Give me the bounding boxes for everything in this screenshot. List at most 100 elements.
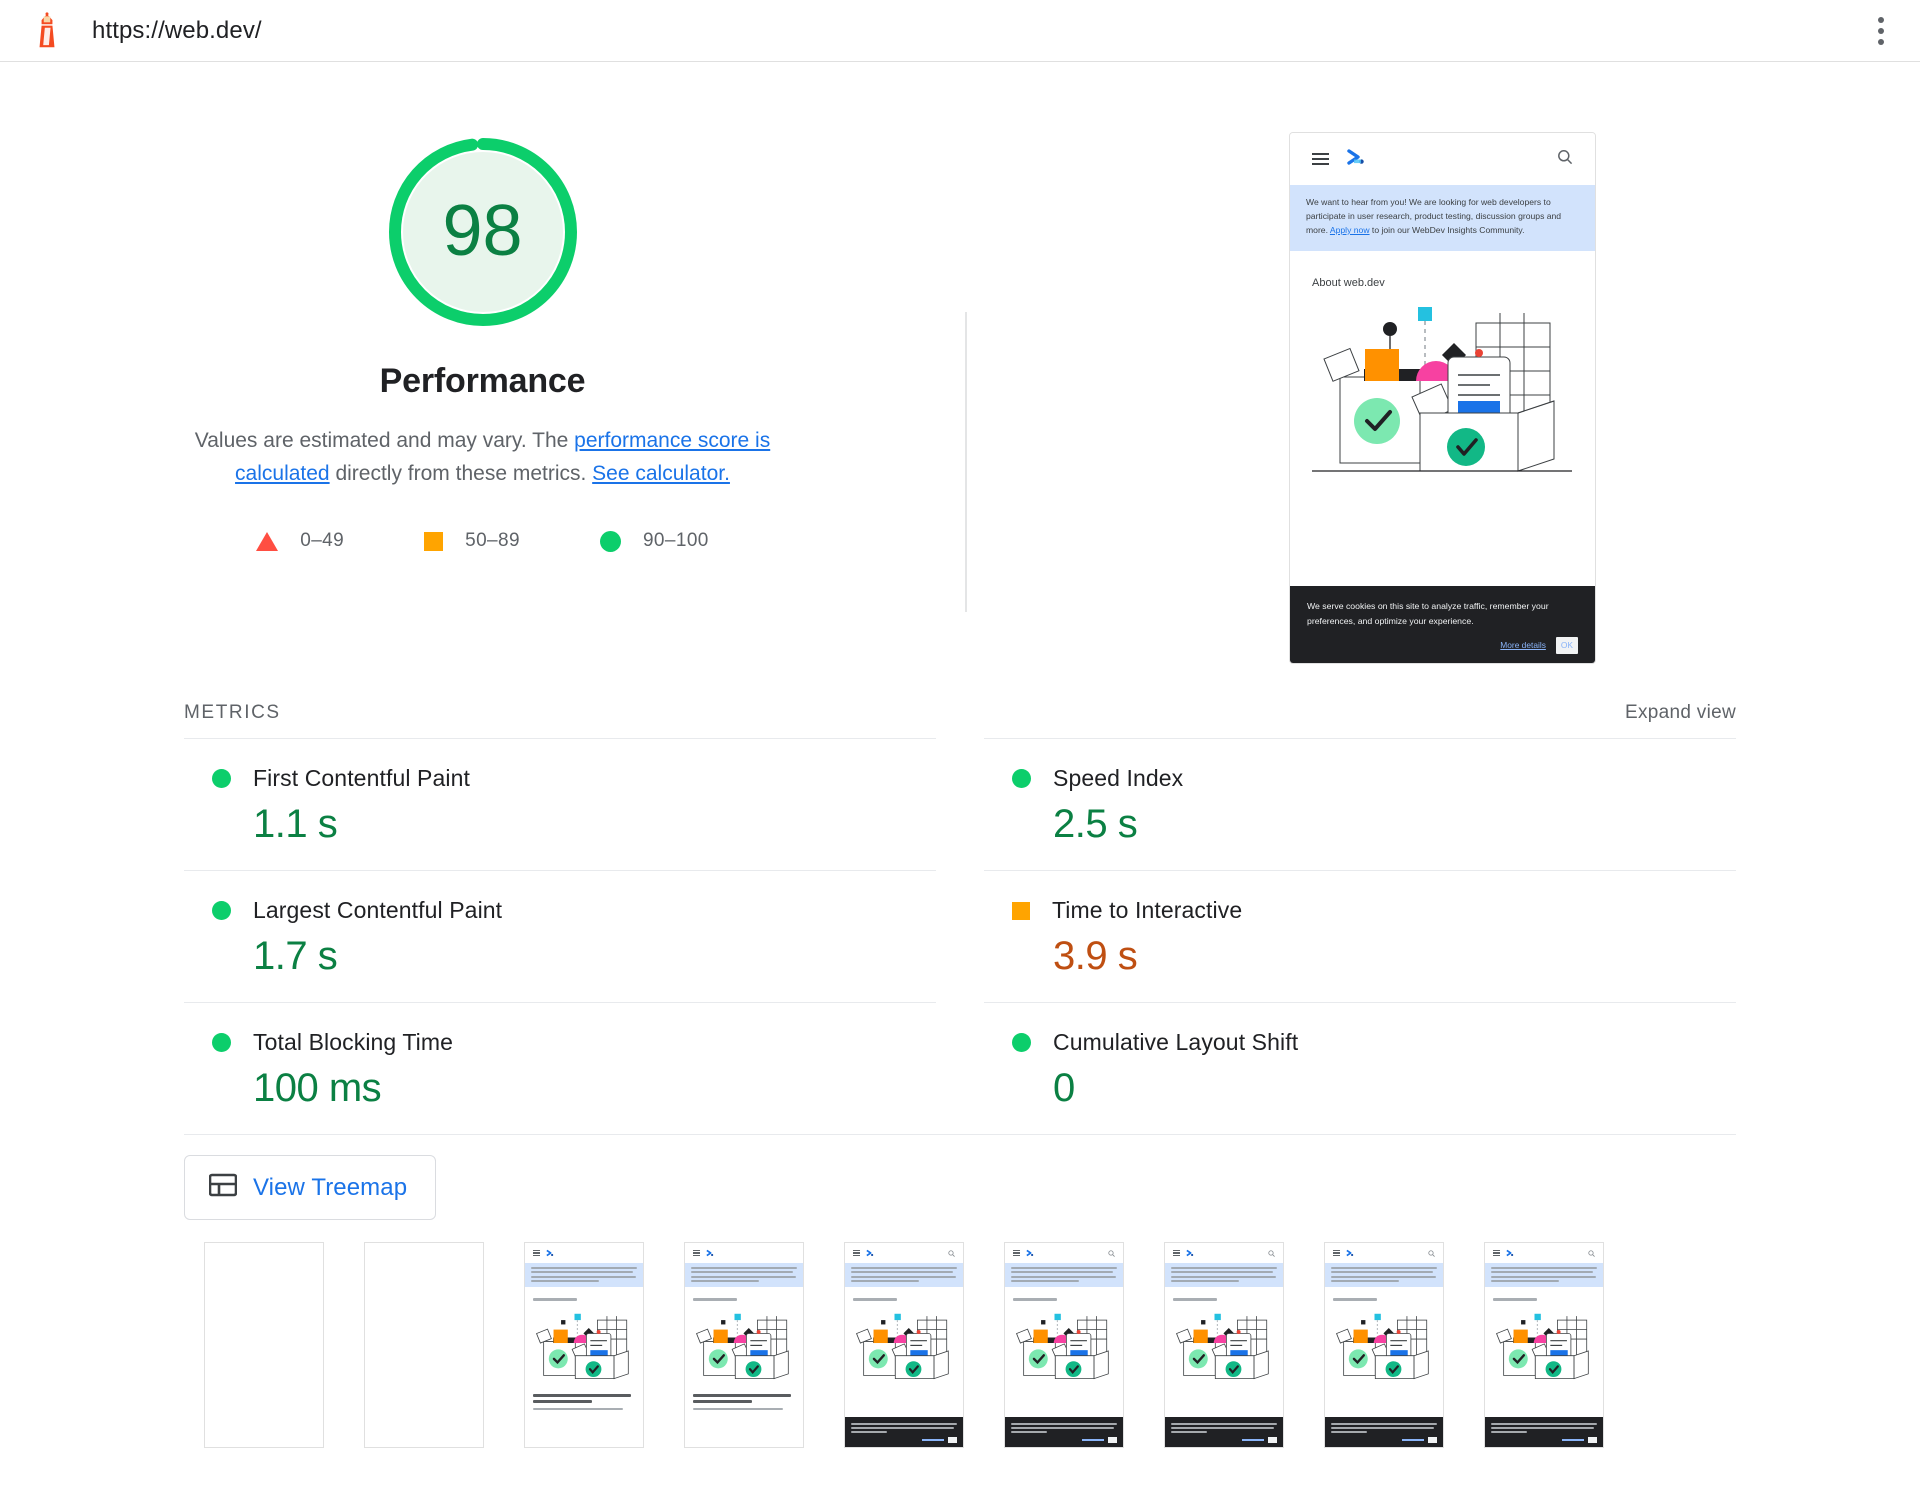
webdev-logo-icon <box>1347 148 1373 170</box>
frame-research-banner <box>1005 1263 1123 1288</box>
frame-site-header <box>685 1243 803 1263</box>
see-calculator-link[interactable]: See calculator. <box>592 461 730 485</box>
search-icon <box>948 1244 955 1262</box>
pass-circle-icon <box>1012 1033 1031 1052</box>
frame-about-heading <box>1325 1287 1443 1305</box>
more-details-link[interactable] <box>1242 1438 1264 1442</box>
frame-about-heading <box>1485 1287 1603 1305</box>
frame-site-header <box>1325 1243 1443 1263</box>
frame-about-heading <box>1165 1287 1283 1305</box>
metric-header: First Contentful Paint <box>212 765 936 792</box>
hamburger-menu-icon <box>693 1250 700 1256</box>
metric-largest-contentful-paint[interactable]: Largest Contentful Paint 1.7 s <box>184 870 936 1002</box>
webdev-logo-icon <box>1186 1244 1197 1262</box>
metric-value: 3.9 s <box>1053 934 1138 978</box>
cookie-ok-button[interactable] <box>1268 1437 1277 1443</box>
cookie-ok-button[interactable] <box>1108 1437 1117 1443</box>
metric-value: 0 <box>1053 1066 1075 1110</box>
frame-site-header <box>525 1243 643 1263</box>
cookie-consent-banner <box>1005 1416 1123 1447</box>
view-treemap-button[interactable]: View Treemap <box>184 1155 437 1220</box>
webdev-logo-icon <box>1026 1244 1037 1262</box>
metric-time-to-interactive[interactable]: Time to Interactive 3.9 s <box>984 870 1736 1002</box>
pass-circle-icon <box>212 769 231 788</box>
hamburger-menu-icon <box>1333 1250 1340 1256</box>
metric-total-blocking-time[interactable]: Total Blocking Time 100 ms <box>184 1002 936 1134</box>
metrics-label: METRICS <box>184 702 281 723</box>
frame-site-header <box>1485 1243 1603 1263</box>
metrics-bottom-divider <box>184 1134 1736 1135</box>
metric-header: Total Blocking Time <box>212 1029 936 1056</box>
about-heading: About web.dev <box>1312 276 1385 289</box>
cookie-ok-button[interactable] <box>948 1437 957 1443</box>
section-divider <box>965 312 967 612</box>
webdev-hero-illustration <box>1005 1305 1123 1389</box>
performance-score-calculated-link[interactable]: performance score is calculated <box>235 429 771 485</box>
more-details-link[interactable] <box>1402 1438 1424 1442</box>
metric-name: Total Blocking Time <box>253 1029 454 1055</box>
cookie-consent-banner <box>845 1416 963 1447</box>
filmstrip-frame-cell <box>664 1242 824 1448</box>
webdev-logo-icon <box>1346 1244 1357 1262</box>
lighthouse-icon <box>30 11 64 50</box>
score-column: 98 Performance Values are estimated and … <box>0 102 965 664</box>
cookie-consent-banner <box>1485 1416 1603 1447</box>
filmstrip-frame-cell <box>344 1242 504 1448</box>
legend-item-pass: 90–100 <box>599 530 709 552</box>
metric-speed-index[interactable]: Speed Index 2.5 s <box>984 738 1736 870</box>
apply-now-link[interactable]: Apply now <box>1329 224 1370 235</box>
webdev-hero-illustration <box>1325 1305 1443 1389</box>
filmstrip-frame-cell <box>1464 1242 1624 1448</box>
metric-value: 1.7 s <box>253 934 338 978</box>
metric-name: Largest Contentful Paint <box>253 897 503 923</box>
more-details-link[interactable] <box>1562 1438 1584 1442</box>
cookie-ok-button[interactable] <box>1588 1437 1597 1443</box>
kebab-menu-icon[interactable] <box>1870 11 1892 51</box>
more-details-link[interactable] <box>1082 1438 1104 1442</box>
filmstrip-frame <box>524 1242 644 1448</box>
metric-name: First Contentful Paint <box>253 765 470 791</box>
filmstrip-frame-cell <box>184 1242 344 1448</box>
metric-cumulative-layout-shift[interactable]: Cumulative Layout Shift 0 <box>984 1002 1736 1134</box>
category-title: Performance <box>379 362 586 400</box>
more-details-link[interactable] <box>922 1438 944 1442</box>
pass-circle-icon <box>212 901 231 920</box>
research-banner: We want to hear from you! We are looking… <box>1290 185 1595 251</box>
search-icon <box>1557 149 1573 170</box>
screenshot-filmstrip <box>184 1242 1736 1448</box>
treemap-row: View Treemap <box>184 1155 1736 1220</box>
metric-header: Time to Interactive <box>1012 897 1736 924</box>
score-and-screenshot-region: 98 Performance Values are estimated and … <box>0 62 1920 664</box>
metric-name: Cumulative Layout Shift <box>1053 1029 1299 1055</box>
more-details-link[interactable]: More details <box>1500 640 1546 651</box>
cookie-consent-banner <box>1325 1416 1443 1447</box>
filmstrip-frame <box>1004 1242 1124 1448</box>
expand-view-toggle[interactable]: Expand view <box>1624 702 1736 723</box>
description-text-pre: Values are estimated and may vary. The <box>194 429 575 452</box>
cookie-ok-button[interactable]: OK <box>1555 637 1578 654</box>
metric-first-contentful-paint[interactable]: First Contentful Paint 1.1 s <box>184 738 936 870</box>
score-scale-legend: 0–49 50–89 90–100 <box>256 530 709 552</box>
webdev-logo-icon <box>1506 1244 1517 1262</box>
cookie-ok-button[interactable] <box>1428 1437 1437 1443</box>
webdev-hero-illustration <box>1290 295 1595 481</box>
filmstrip-frame <box>1324 1242 1444 1448</box>
webdev-hero-illustration <box>685 1305 803 1389</box>
page-url: https://web.dev/ <box>92 16 262 44</box>
search-icon <box>1428 1244 1435 1262</box>
frame-research-banner <box>685 1263 803 1288</box>
view-treemap-label: View Treemap <box>253 1173 408 1201</box>
search-icon <box>1108 1244 1115 1262</box>
hamburger-menu-icon <box>1173 1250 1180 1256</box>
hamburger-menu-icon <box>1493 1250 1500 1256</box>
search-icon <box>1588 1244 1595 1262</box>
filmstrip-frame <box>364 1242 484 1448</box>
metric-header: Speed Index <box>1012 765 1736 792</box>
cookie-actions <box>1331 1437 1437 1443</box>
cookie-actions <box>1171 1437 1277 1443</box>
frame-about-heading <box>685 1287 803 1305</box>
webdev-logo-icon <box>706 1244 717 1262</box>
cookie-actions <box>1011 1437 1117 1443</box>
treemap-icon <box>208 1173 238 1202</box>
webdev-logo-icon <box>866 1244 877 1262</box>
